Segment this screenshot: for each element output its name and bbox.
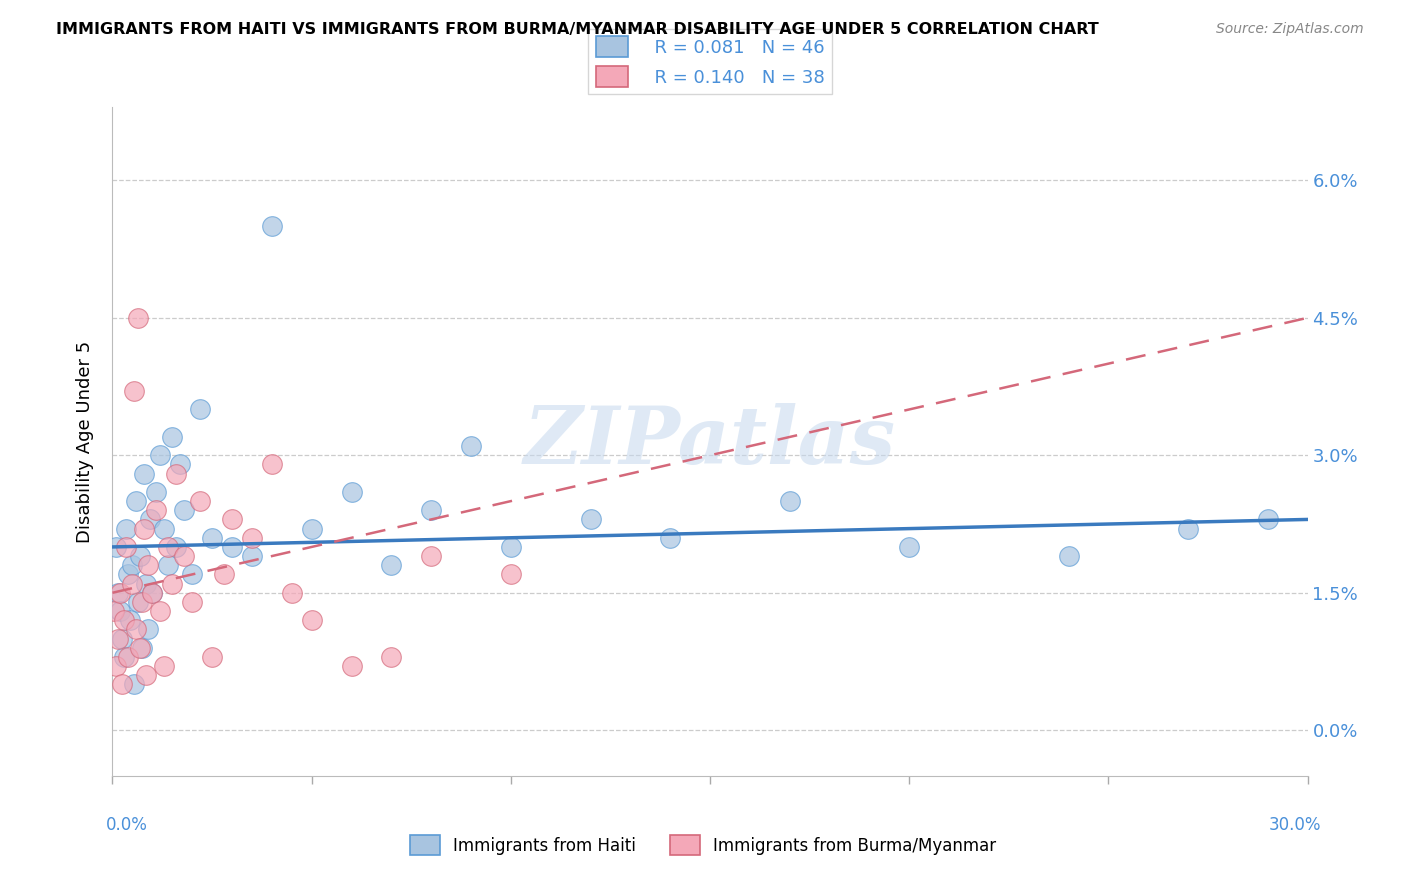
- Point: [260, 458, 283, 472]
- Point: [157, 540, 180, 554]
- Point: [1257, 512, 1279, 526]
- Point: [138, 558, 160, 573]
- Point: [125, 494, 148, 508]
- Point: [499, 540, 522, 554]
- Text: Source: ZipAtlas.com: Source: ZipAtlas.com: [1216, 22, 1364, 37]
- Point: [145, 485, 167, 500]
- Point: [134, 522, 156, 536]
- Point: [127, 310, 149, 325]
- Point: [420, 549, 443, 563]
- Point: [240, 531, 263, 545]
- Point: [188, 402, 211, 417]
- Point: [380, 649, 402, 664]
- Point: [165, 540, 187, 554]
- Point: [121, 558, 143, 573]
- Point: [141, 586, 163, 600]
- Point: [103, 604, 125, 618]
- Legend:   R = 0.081   N = 46,   R = 0.140   N = 38: R = 0.081 N = 46, R = 0.140 N = 38: [589, 29, 831, 95]
- Point: [221, 540, 243, 554]
- Text: 30.0%: 30.0%: [1270, 816, 1322, 834]
- Point: [141, 586, 163, 600]
- Point: [1057, 549, 1080, 563]
- Text: 0.0%: 0.0%: [105, 816, 148, 834]
- Point: [120, 613, 142, 627]
- Point: [110, 586, 132, 600]
- Point: [153, 522, 176, 536]
- Point: [110, 604, 132, 618]
- Point: [129, 549, 152, 563]
- Point: [169, 458, 191, 472]
- Point: [149, 604, 172, 618]
- Point: [135, 576, 157, 591]
- Point: [301, 613, 323, 627]
- Point: [499, 567, 522, 582]
- Point: [240, 549, 263, 563]
- Point: [139, 512, 162, 526]
- Point: [281, 586, 304, 600]
- Point: [115, 522, 138, 536]
- Point: [131, 640, 153, 655]
- Point: [105, 540, 128, 554]
- Point: [117, 567, 139, 582]
- Point: [157, 558, 180, 573]
- Point: [340, 659, 363, 673]
- Point: [221, 512, 243, 526]
- Point: [114, 649, 135, 664]
- Point: [121, 576, 143, 591]
- Point: [201, 649, 224, 664]
- Y-axis label: Disability Age Under 5: Disability Age Under 5: [76, 341, 94, 542]
- Point: [125, 623, 148, 637]
- Point: [107, 586, 129, 600]
- Point: [779, 494, 801, 508]
- Point: [162, 576, 183, 591]
- Point: [460, 439, 482, 453]
- Point: [127, 595, 149, 609]
- Point: [340, 485, 363, 500]
- Legend: Immigrants from Haiti, Immigrants from Burma/Myanmar: Immigrants from Haiti, Immigrants from B…: [404, 829, 1002, 862]
- Text: ZIPatlas: ZIPatlas: [524, 403, 896, 480]
- Point: [579, 512, 602, 526]
- Point: [111, 632, 134, 646]
- Point: [201, 531, 224, 545]
- Point: [129, 640, 152, 655]
- Point: [114, 613, 135, 627]
- Point: [212, 567, 235, 582]
- Point: [165, 467, 187, 481]
- Point: [1177, 522, 1199, 536]
- Point: [188, 494, 211, 508]
- Point: [181, 567, 204, 582]
- Point: [173, 549, 195, 563]
- Text: IMMIGRANTS FROM HAITI VS IMMIGRANTS FROM BURMA/MYANMAR DISABILITY AGE UNDER 5 CO: IMMIGRANTS FROM HAITI VS IMMIGRANTS FROM…: [56, 22, 1099, 37]
- Point: [135, 668, 157, 682]
- Point: [301, 522, 323, 536]
- Point: [131, 595, 153, 609]
- Point: [124, 384, 146, 398]
- Point: [117, 649, 139, 664]
- Point: [111, 677, 134, 691]
- Point: [260, 219, 283, 234]
- Point: [898, 540, 921, 554]
- Point: [107, 632, 129, 646]
- Point: [162, 430, 183, 444]
- Point: [115, 540, 138, 554]
- Point: [145, 503, 167, 517]
- Point: [173, 503, 195, 517]
- Point: [420, 503, 443, 517]
- Point: [124, 677, 146, 691]
- Point: [181, 595, 204, 609]
- Point: [380, 558, 402, 573]
- Point: [149, 448, 172, 462]
- Point: [105, 659, 128, 673]
- Point: [153, 659, 176, 673]
- Point: [138, 623, 160, 637]
- Point: [659, 531, 682, 545]
- Point: [134, 467, 156, 481]
